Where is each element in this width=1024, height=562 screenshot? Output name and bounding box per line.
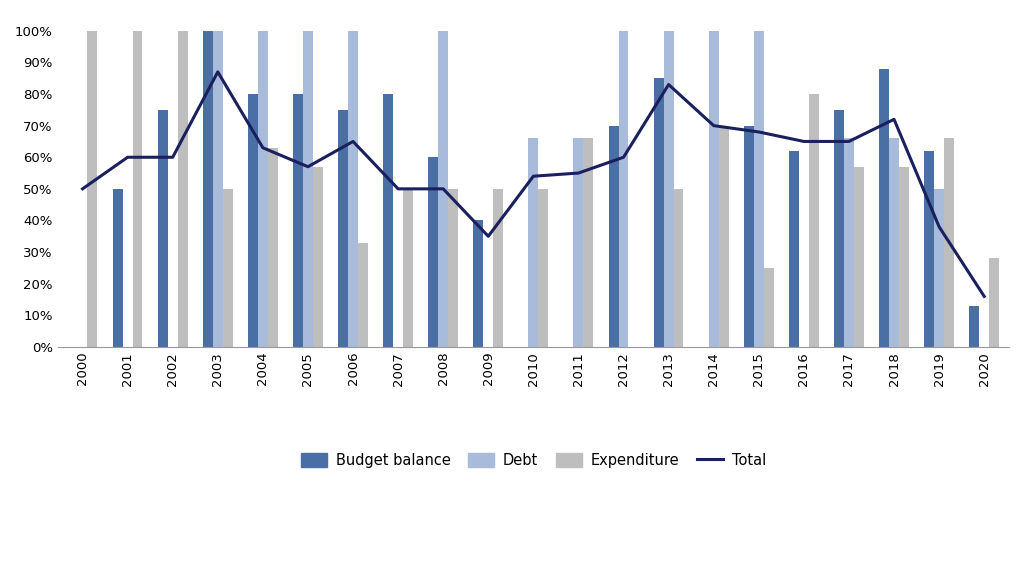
Bar	[223, 189, 232, 347]
Bar	[899, 167, 909, 347]
Bar	[132, 31, 142, 347]
Bar	[87, 31, 97, 347]
Bar	[854, 167, 864, 347]
Bar	[709, 31, 719, 347]
Legend: Budget balance, Debt, Expenditure, Total: Budget balance, Debt, Expenditure, Total	[295, 447, 772, 474]
Bar	[934, 189, 944, 347]
Bar	[113, 189, 123, 347]
Bar	[573, 138, 584, 347]
Bar	[358, 243, 368, 347]
Bar	[664, 31, 674, 347]
Bar	[889, 138, 899, 347]
Bar	[844, 138, 854, 347]
Bar	[754, 31, 764, 347]
Bar	[584, 138, 593, 347]
Bar	[338, 110, 348, 347]
Bar	[348, 31, 358, 347]
Bar	[494, 189, 503, 347]
Bar	[528, 138, 539, 347]
Bar	[944, 138, 954, 347]
Bar	[970, 306, 979, 347]
Bar	[258, 31, 268, 347]
Bar	[449, 189, 458, 347]
Bar	[790, 151, 799, 347]
Bar	[403, 189, 413, 347]
Bar	[177, 31, 187, 347]
Bar	[203, 31, 213, 347]
Bar	[719, 126, 729, 347]
Bar	[608, 126, 618, 347]
Bar	[925, 151, 934, 347]
Bar	[268, 148, 278, 347]
Bar	[313, 167, 323, 347]
Bar	[438, 31, 449, 347]
Bar	[539, 189, 548, 347]
Bar	[880, 69, 889, 347]
Bar	[158, 110, 168, 347]
Bar	[835, 110, 844, 347]
Bar	[674, 189, 683, 347]
Bar	[809, 94, 819, 347]
Bar	[248, 94, 258, 347]
Bar	[764, 268, 774, 347]
Bar	[303, 31, 313, 347]
Bar	[743, 126, 754, 347]
Bar	[653, 78, 664, 347]
Bar	[618, 31, 629, 347]
Bar	[293, 94, 303, 347]
Bar	[989, 259, 999, 347]
Bar	[383, 94, 393, 347]
Bar	[213, 31, 223, 347]
Bar	[473, 220, 483, 347]
Bar	[428, 157, 438, 347]
